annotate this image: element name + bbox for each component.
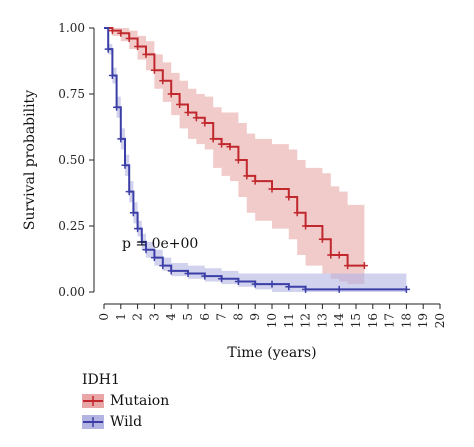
- censor-mark-mutaion: [268, 185, 276, 193]
- censor-mark-mutaion: [327, 251, 335, 259]
- censor-mark-wild: [159, 262, 167, 270]
- censor-mark-mutaion: [134, 42, 142, 50]
- censor-mark-mutaion: [318, 235, 326, 243]
- x-tick-label: 15: [349, 313, 363, 328]
- censor-mark-mutaion: [293, 209, 301, 217]
- censor-mark-mutaion: [117, 29, 125, 37]
- x-tick-label: 6: [198, 313, 212, 321]
- legend: IDH1 Mutaion Wild: [82, 372, 169, 432]
- censor-mark-mutaion: [360, 262, 368, 270]
- censor-mark-wild: [201, 272, 209, 280]
- censor-mark-wild: [234, 277, 242, 285]
- y-tick-label: 0.00: [58, 285, 85, 299]
- censor-mark-mutaion: [184, 108, 192, 116]
- censor-mark-mutaion: [218, 140, 226, 148]
- censor-mark-wild: [129, 209, 137, 217]
- x-tick-label: 11: [282, 313, 296, 328]
- censor-mark-mutaion: [251, 177, 259, 185]
- censor-mark-wild: [108, 72, 116, 80]
- censor-mark-wild: [335, 285, 343, 293]
- legend-title: IDH1: [82, 372, 120, 388]
- censor-mark-wild: [104, 45, 112, 53]
- mutation-legend-key: [82, 393, 104, 408]
- x-tick-label: 2: [131, 313, 145, 321]
- x-tick-label: 0: [97, 313, 111, 321]
- censor-mark-wild: [134, 225, 142, 233]
- censor-mark-wild: [117, 135, 125, 143]
- censor-mark-mutaion: [159, 77, 167, 85]
- censor-mark-mutaion: [285, 193, 293, 201]
- censor-mark-wild: [121, 161, 129, 169]
- censor-mark-wild: [285, 283, 293, 291]
- x-tick-label: 16: [366, 313, 380, 328]
- censor-mark-mutaion: [150, 66, 158, 74]
- censor-mark-mutaion: [209, 135, 217, 143]
- x-tick-label: 10: [265, 313, 279, 328]
- wild-legend-key: [82, 414, 104, 429]
- censor-mark-wild: [184, 270, 192, 278]
- x-tick-label: 19: [416, 313, 430, 328]
- x-tick-label: 3: [147, 313, 161, 321]
- censor-mark-mutaion: [302, 222, 310, 230]
- y-axis-title: Survival probability: [22, 90, 38, 230]
- x-tick-label: 9: [248, 313, 262, 321]
- censor-mark-mutaion: [243, 172, 251, 180]
- y-tick-label: 0.50: [58, 153, 85, 167]
- censor-mark-mutaion: [335, 251, 343, 259]
- legend-label-mutation: Mutaion: [110, 392, 170, 409]
- x-axis-title: Time (years): [227, 345, 316, 361]
- x-tick-label: 7: [215, 313, 229, 321]
- x-tick-label: 17: [383, 313, 397, 328]
- censor-mark-mutaion: [234, 156, 242, 164]
- x-tick-label: 18: [399, 313, 413, 328]
- censor-mark-wild: [268, 280, 276, 288]
- x-tick-label: 20: [433, 313, 447, 328]
- legend-label-wild: Wild: [110, 413, 143, 430]
- censor-mark-wild: [113, 103, 121, 111]
- x-tick-label: 5: [181, 313, 195, 321]
- censor-mark-wild: [150, 254, 158, 262]
- censor-mark-wild: [125, 188, 133, 196]
- x-tick-label: 1: [114, 313, 128, 321]
- censor-mark-mutaion: [142, 50, 150, 58]
- y-tick-label: 0.75: [58, 87, 85, 101]
- x-tick-label: 12: [299, 313, 313, 328]
- censor-mark-mutaion: [192, 114, 200, 122]
- legend-item-mutation: Mutaion: [82, 390, 169, 411]
- x-tick-label: 13: [315, 313, 329, 328]
- censor-mark-mutaion: [108, 27, 116, 35]
- y-tick-label: 0.25: [58, 219, 85, 233]
- x-tick-label: 4: [164, 313, 178, 321]
- p-value-annotation: p = 0e+00: [122, 236, 198, 252]
- x-tick-label: 8: [231, 313, 245, 321]
- censor-mark-wild: [402, 285, 410, 293]
- censor-mark-mutaion: [226, 143, 234, 151]
- censor-mark-wild: [138, 238, 146, 246]
- censor-mark-wild: [251, 280, 259, 288]
- y-tick-label: 1.00: [58, 21, 85, 35]
- censor-mark-mutaion: [125, 35, 133, 43]
- censor-mark-mutaion: [176, 101, 184, 109]
- censor-mark-mutaion: [201, 119, 209, 127]
- censor-mark-wild: [142, 246, 150, 254]
- censor-mark-mutaion: [167, 90, 175, 98]
- censor-mark-wild: [167, 267, 175, 275]
- censor-mark-mutaion: [344, 262, 352, 270]
- legend-item-wild: Wild: [82, 411, 169, 432]
- censor-mark-wild: [302, 285, 310, 293]
- confidence-band-mutaion: [104, 28, 365, 285]
- x-tick-label: 14: [332, 313, 346, 329]
- censor-mark-wild: [218, 275, 226, 283]
